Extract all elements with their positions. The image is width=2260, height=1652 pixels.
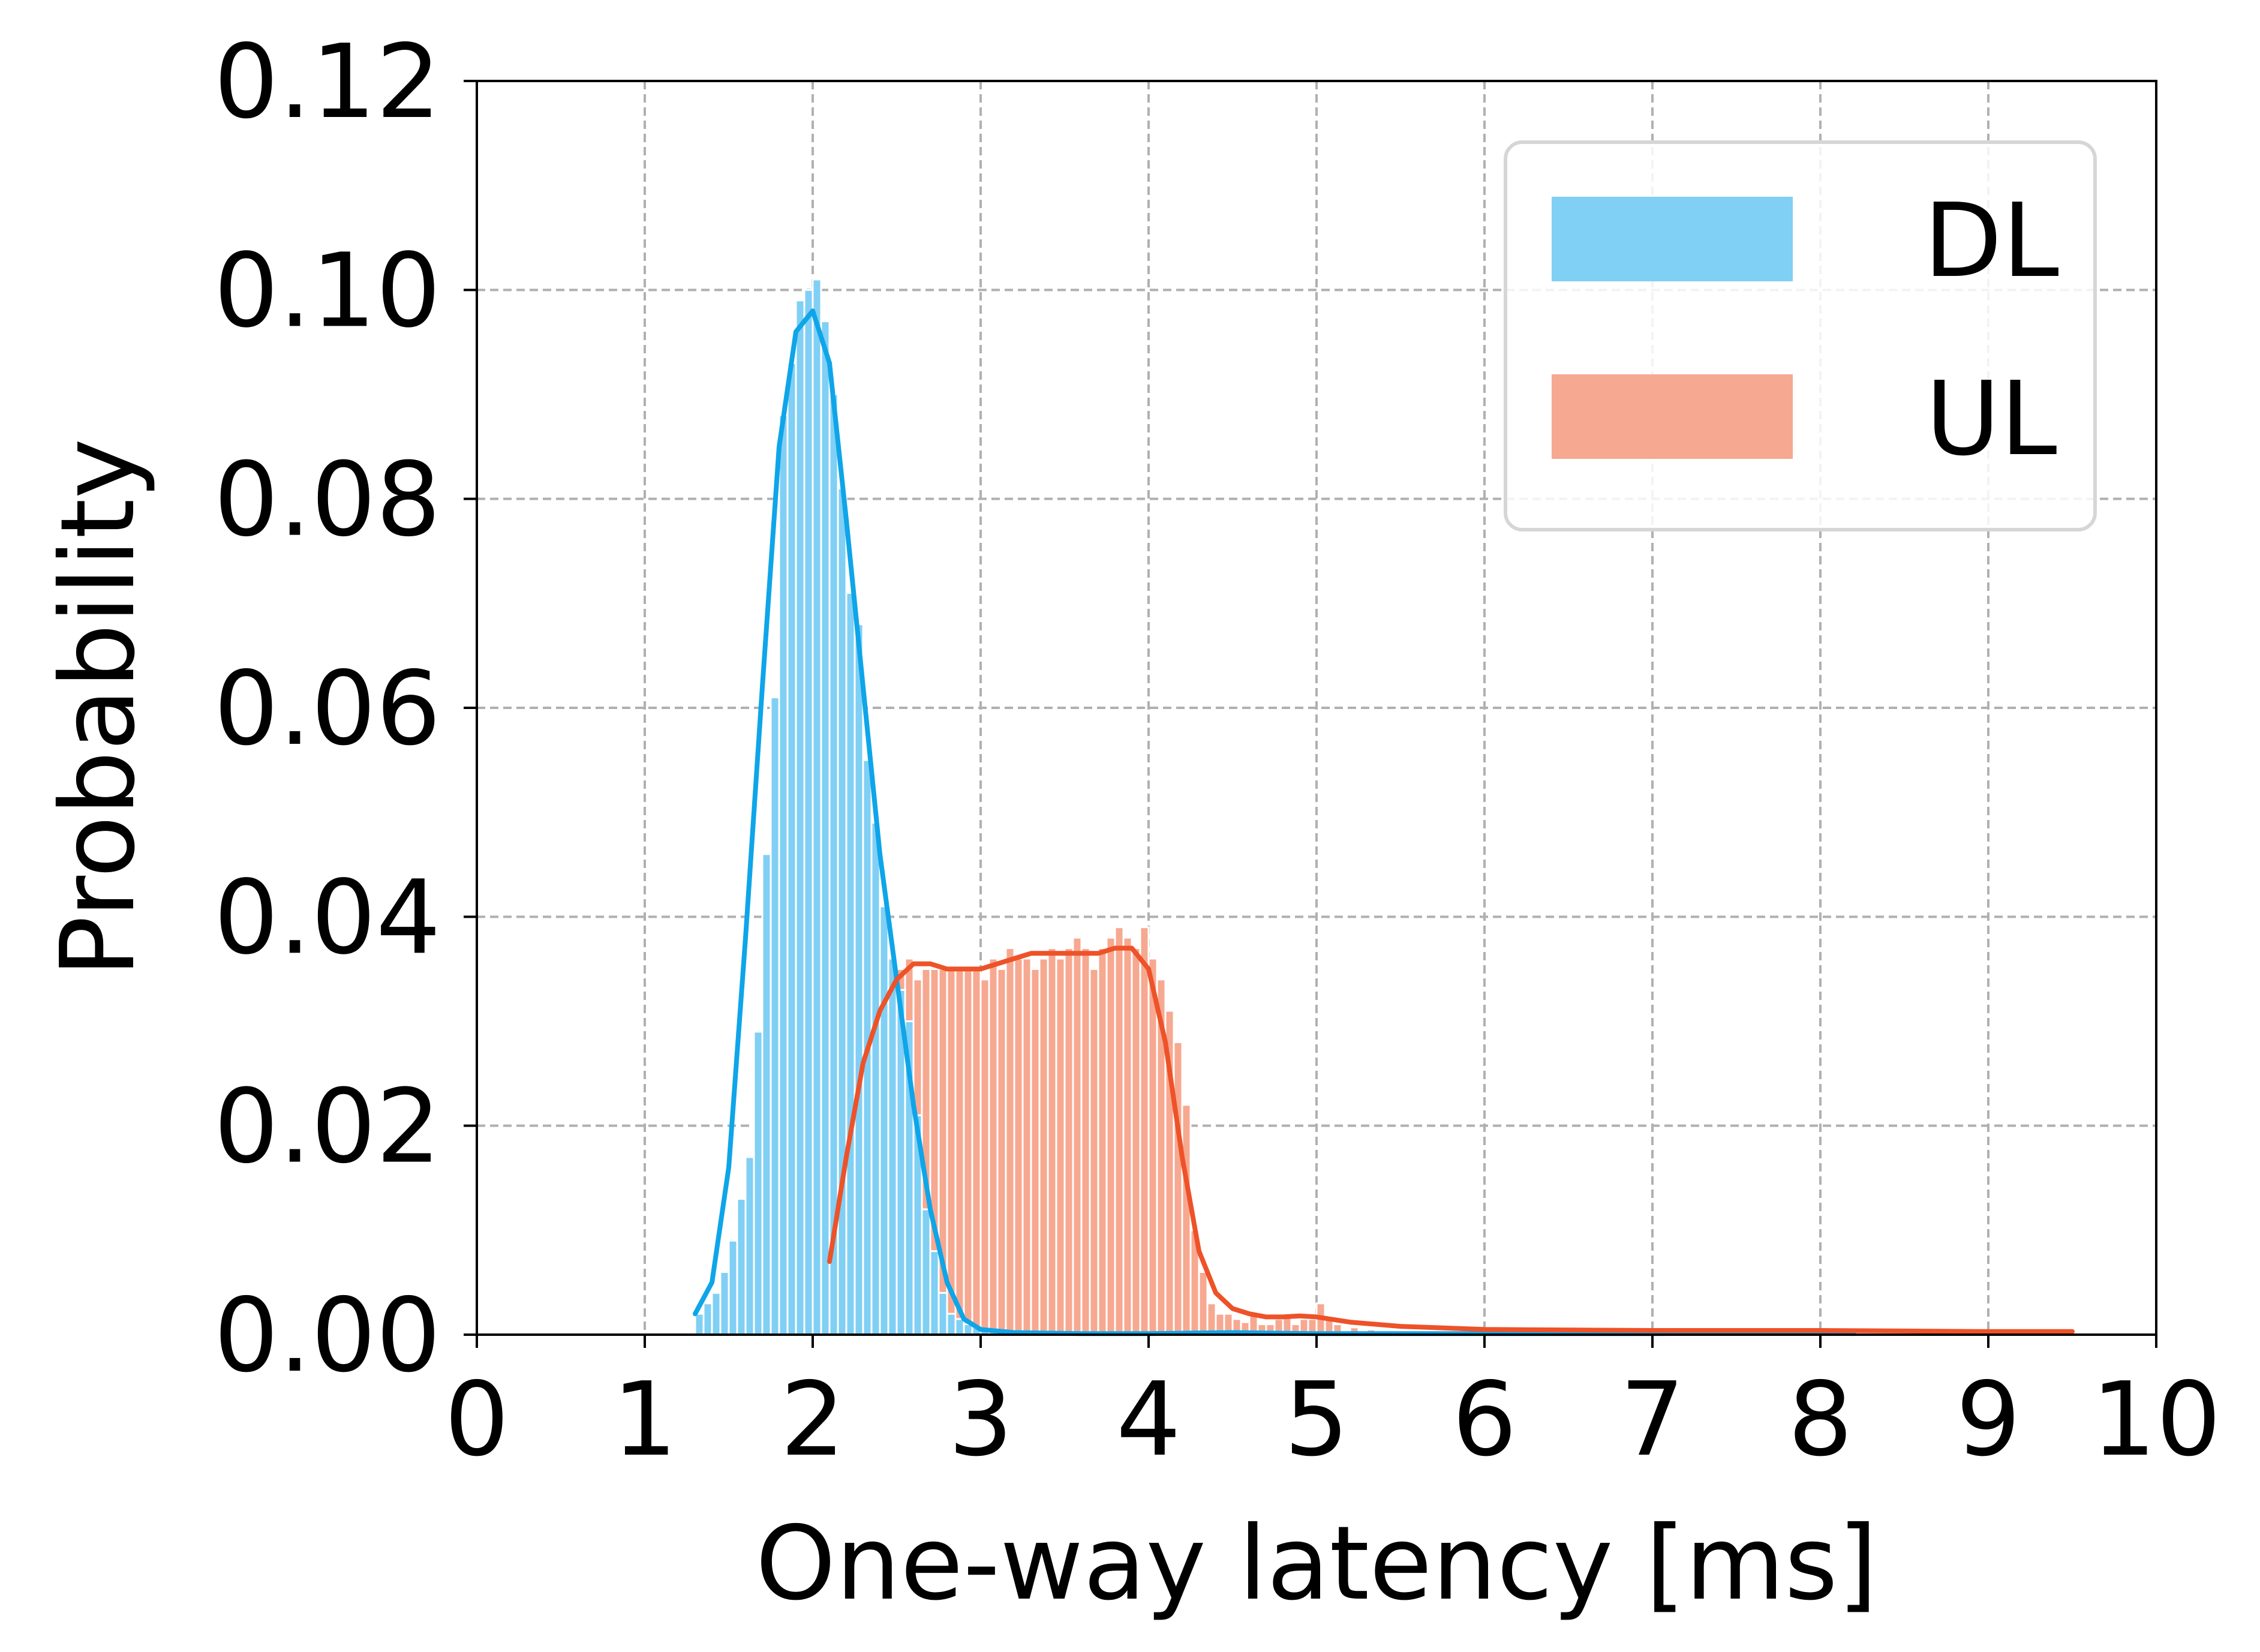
ul-bar <box>1105 936 1116 1336</box>
ul-bar <box>1072 936 1083 1336</box>
y-tick-label: 0.00 <box>214 1276 441 1395</box>
dl-bar <box>770 696 780 1336</box>
dl-bar <box>853 623 864 1336</box>
ul-bar <box>1080 947 1091 1336</box>
ul-bar <box>963 968 973 1336</box>
ul-bar <box>1021 957 1032 1336</box>
dl-bar <box>736 1198 747 1336</box>
ul-bar <box>1055 957 1066 1336</box>
legend-label-dl: DL <box>1924 182 2059 301</box>
ul-bar <box>996 968 1007 1336</box>
ul-kde-line <box>827 945 2075 1334</box>
ul-bar <box>1013 957 1024 1336</box>
ul-bar <box>1005 947 1015 1336</box>
y-tick-label: 0.06 <box>214 650 441 768</box>
ul-bar <box>1122 936 1133 1336</box>
dl-bar <box>778 414 789 1336</box>
y-tick-label: 0.02 <box>214 1068 441 1187</box>
dl-bar <box>954 1318 965 1336</box>
ul-bar <box>1173 1041 1183 1336</box>
kde-curves <box>693 308 2075 1336</box>
ul-bar <box>1139 926 1150 1336</box>
y-tick-label: 0.10 <box>214 232 441 350</box>
dl-bar <box>786 362 797 1336</box>
dl-bar <box>694 1312 705 1336</box>
ul-bar <box>1147 957 1158 1336</box>
dl-bar <box>820 320 831 1336</box>
legend: DL UL <box>1504 140 2097 531</box>
x-tick-label: 5 <box>1284 1360 1349 1479</box>
dl-bar <box>828 394 839 1336</box>
dl-bar <box>929 1250 940 1336</box>
ul-bar <box>1063 947 1074 1336</box>
legend-swatch-dl <box>1552 197 1793 281</box>
x-tick-label: 3 <box>948 1360 1013 1479</box>
dl-bar <box>879 905 889 1336</box>
x-tick-label: 0 <box>444 1360 509 1479</box>
dl-bar <box>719 1271 730 1336</box>
x-tick-label: 8 <box>1788 1360 1853 1479</box>
y-tick-label: 0.08 <box>214 441 441 560</box>
dl-bar <box>711 1291 722 1336</box>
ul-bar <box>988 957 999 1336</box>
dl-bar <box>761 853 772 1336</box>
ul-bar <box>1206 1302 1217 1336</box>
x-tick-label: 4 <box>1116 1360 1181 1479</box>
y-axis-ticks: 0.00 0.02 0.04 0.06 0.08 0.10 0.12 <box>214 23 477 1395</box>
ul-bar <box>954 968 965 1336</box>
x-tick-label: 7 <box>1620 1360 1685 1479</box>
x-tick-label: 9 <box>1956 1360 2021 1479</box>
ul-bar <box>979 978 990 1336</box>
legend-label-ul: UL <box>1925 360 2057 479</box>
dl-bar <box>946 1312 957 1336</box>
x-axis-label: One-way latency [ms] <box>756 1504 1878 1623</box>
x-tick-label: 2 <box>780 1360 845 1479</box>
ul-bar <box>1114 926 1125 1336</box>
legend-swatch-ul <box>1552 374 1793 459</box>
dl-bar <box>937 1291 948 1336</box>
y-axis-label: Probability <box>39 438 158 978</box>
ul-bar <box>971 968 982 1336</box>
ul-bar <box>1089 968 1099 1336</box>
x-tick-label: 10 <box>2091 1360 2221 1479</box>
ul-bar <box>1181 1104 1192 1336</box>
dl-bar <box>870 822 881 1336</box>
dl-bar <box>845 591 856 1336</box>
x-tick-label: 1 <box>612 1360 677 1479</box>
dl-bar <box>803 289 814 1336</box>
dl-bar <box>702 1302 713 1336</box>
ul-bar <box>1047 947 1057 1336</box>
dl-bar <box>753 1031 764 1336</box>
dl-bar <box>744 1156 755 1336</box>
dl-bar <box>812 278 822 1336</box>
ul-bar <box>1038 957 1049 1336</box>
dl-bar <box>921 1208 931 1336</box>
dl-kde-line <box>693 308 1856 1336</box>
x-tick-label: 6 <box>1452 1360 1517 1479</box>
ul-bar <box>1097 947 1108 1336</box>
ul-bar <box>1198 1271 1209 1336</box>
dl-bar <box>795 299 806 1336</box>
ul-bar <box>1030 968 1041 1336</box>
x-axis-ticks: 0 1 2 3 4 5 6 7 8 9 10 <box>444 1335 2221 1479</box>
ul-bar <box>1131 947 1141 1336</box>
y-tick-label: 0.12 <box>214 23 441 142</box>
dl-bar <box>887 957 898 1336</box>
y-tick-label: 0.04 <box>214 858 441 977</box>
dl-bar <box>728 1239 738 1336</box>
